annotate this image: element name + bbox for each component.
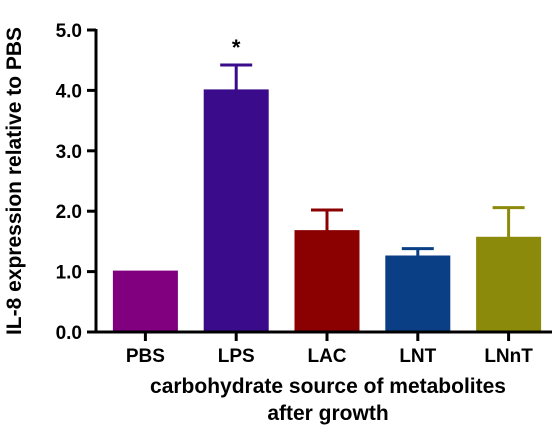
x-tick-label-lac: LAC [307, 346, 346, 367]
bar-lnt [385, 255, 451, 333]
y-axis-title: IL-8 expression relative to PBS [3, 27, 26, 335]
y-tick-label: 4.0 [56, 81, 82, 102]
x-ticks: PBS LPS LAC LNT LNnT [126, 332, 533, 367]
significance-asterisk: * [232, 35, 241, 60]
y-tick-label: 3.0 [56, 142, 82, 163]
bar-lac [294, 230, 360, 333]
x-axis-title-line-1: carbohydrate source of metabolites [150, 375, 506, 398]
x-axis-title-line-2: after growth [267, 402, 388, 425]
x-tick-label-lps: LPS [218, 346, 255, 367]
error-bars-layer [220, 63, 525, 257]
bar-pbs [112, 270, 178, 334]
y-ticks: 0.0 1.0 2.0 3.0 4.0 5.0 [56, 21, 96, 344]
x-tick-label-lnt: LNT [399, 346, 436, 367]
x-tick-label-lnnt: LNnT [484, 346, 533, 367]
y-tick-label: 1.0 [56, 263, 82, 284]
bar-lps [203, 89, 269, 334]
y-tick-label: 2.0 [56, 202, 82, 223]
y-tick-label: 0.0 [56, 323, 82, 344]
axes-layer [94, 29, 552, 334]
x-tick-label-pbs: PBS [126, 346, 165, 367]
annotations: * [232, 35, 241, 60]
y-tick-label: 5.0 [56, 21, 82, 42]
bar-lnnt [476, 236, 542, 333]
